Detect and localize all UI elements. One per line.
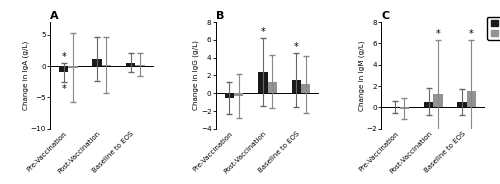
Bar <box>301 84 310 93</box>
Bar <box>458 102 466 107</box>
Bar <box>292 80 301 93</box>
Bar <box>424 102 433 107</box>
Bar <box>224 93 234 98</box>
Bar <box>135 65 144 66</box>
Bar <box>433 94 442 107</box>
Bar <box>59 66 69 72</box>
Y-axis label: Change in IgM (g/L): Change in IgM (g/L) <box>358 40 365 111</box>
Text: C: C <box>382 11 390 21</box>
Bar <box>234 93 243 96</box>
Bar <box>126 63 135 66</box>
Text: *: * <box>62 84 66 94</box>
Legend: UP446, Placebo: UP446, Placebo <box>487 17 500 40</box>
Text: *: * <box>260 27 265 37</box>
Text: *: * <box>469 29 474 39</box>
Text: A: A <box>50 11 58 21</box>
Text: B: B <box>216 11 224 21</box>
Bar <box>268 82 277 93</box>
Y-axis label: Change in IgA (g/L): Change in IgA (g/L) <box>22 41 29 110</box>
Bar <box>102 65 111 66</box>
Bar <box>466 91 476 107</box>
Bar <box>68 66 78 68</box>
Bar <box>92 59 102 66</box>
Bar <box>400 107 409 109</box>
Text: *: * <box>294 42 298 52</box>
Text: *: * <box>436 29 440 39</box>
Text: *: * <box>62 52 66 62</box>
Y-axis label: Change in IgG (g/L): Change in IgG (g/L) <box>193 40 200 110</box>
Bar <box>258 72 268 93</box>
